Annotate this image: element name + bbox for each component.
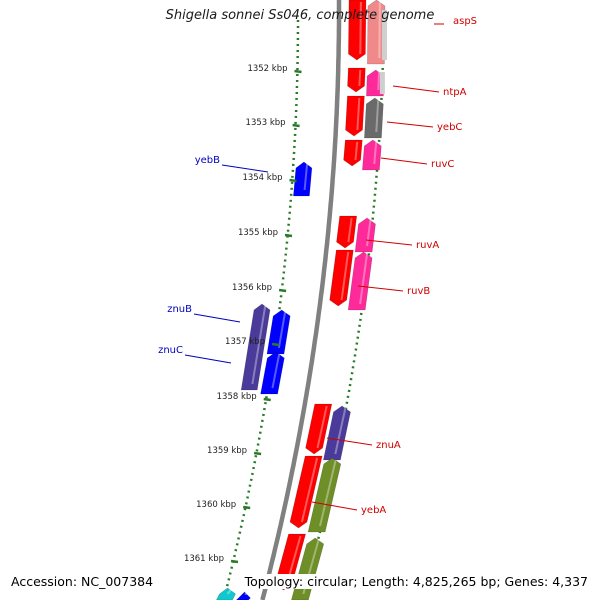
- gene-yebA-highlight: [300, 457, 319, 523]
- gene-yebC-partner: [364, 97, 384, 139]
- scale-tick-7: [253, 451, 262, 456]
- scale-label-6: 1358 kbp: [217, 392, 257, 402]
- gene-cyan-bottom-highlight: [226, 589, 232, 595]
- leader-ruvA: [365, 239, 413, 246]
- gene-yebA-partner: [307, 457, 342, 533]
- gene-ruvB-partner: [347, 251, 373, 311]
- gene-ruvA-partner: [354, 217, 376, 253]
- gene-yebC-highlight: [356, 97, 361, 131]
- gene-znuC: [260, 351, 285, 395]
- scale-label-3: 1355 kbp: [238, 228, 278, 238]
- gene-ruvC: [343, 139, 363, 167]
- gene-yebC: [345, 95, 365, 137]
- gene-ruvC-partner: [362, 139, 382, 171]
- scale-label-7: 1359 kbp: [207, 446, 247, 456]
- scale-tick-8: [243, 505, 251, 510]
- scale-label-0: 1352 kbp: [247, 64, 287, 74]
- gene-ntpA: [347, 67, 366, 93]
- scale-tick-1: [292, 123, 300, 128]
- accession-text: Accession: NC_007384: [9, 574, 156, 589]
- leader-znuC: [184, 354, 232, 364]
- gene-aspS-part2-highlight: [378, 1, 381, 59]
- gene-label-yebB: yebB: [195, 155, 220, 166]
- gene-ruvB-highlight: [340, 251, 350, 301]
- scale-tick-4: [278, 288, 287, 293]
- gene-znuA-partner: [323, 405, 351, 461]
- scale-label-9: 1361 kbp: [184, 554, 224, 564]
- scale-label-2: 1354 kbp: [242, 173, 282, 183]
- gene-label-ntpA: ntpA: [443, 87, 467, 98]
- leader-ntpA: [392, 85, 440, 93]
- scale-tick-0: [294, 69, 302, 74]
- gene-aspS-cap: [381, 10, 387, 60]
- gene-yebB: [293, 161, 313, 197]
- gene-label-yebA: yebA: [361, 505, 386, 516]
- gene-znuC-highlight: [271, 353, 281, 389]
- gene-znuA-partner-highlight: [334, 407, 347, 455]
- gene-znuB-highlight: [251, 305, 267, 385]
- gene-ruvB: [329, 249, 354, 307]
- gene-ruvB-partner-highlight: [359, 253, 368, 305]
- gene-aspS-part1: [348, 0, 367, 61]
- gene-yebA-partner-highlight: [319, 459, 337, 527]
- leader-ruvB: [357, 285, 404, 292]
- scale-tick-6: [263, 397, 271, 402]
- gene-label-aspS: aspS: [453, 16, 477, 27]
- scale-label-5: 1357 kbp: [225, 337, 265, 347]
- gene-label-yebC: yebC: [437, 122, 462, 133]
- leader-ruvC: [380, 157, 428, 165]
- genome-summary-text: Topology: circular; Length: 4,825,265 bp…: [242, 574, 590, 589]
- gene-znuB: [240, 303, 271, 391]
- gene-cyan-bottom: [216, 587, 236, 600]
- gene-label-znuA: znuA: [376, 440, 401, 451]
- gene-ruvC-partner-highlight: [373, 141, 378, 165]
- gene-ruvA-highlight: [347, 217, 353, 243]
- gene-label-znuC: znuC: [158, 345, 183, 356]
- gene-ruvA-partner-highlight: [366, 219, 372, 247]
- gene-ruvA: [336, 215, 358, 249]
- gene-ntpA-partner-highlight: [377, 71, 381, 91]
- page-title: Shigella sonnei Ss046, complete genome: [165, 8, 435, 23]
- leader-yebA: [311, 501, 358, 511]
- gene-yebB-highlight: [303, 163, 309, 191]
- inner-tick-ring: [222, 20, 300, 600]
- gene-aspS-part1-highlight: [359, 1, 362, 55]
- leader-znuA: [326, 437, 373, 446]
- scale-tick-5: [271, 342, 280, 347]
- gene-label-ruvC: ruvC: [431, 159, 454, 170]
- genome-backbone: [260, 0, 342, 600]
- gene-label-ruvB: ruvB: [407, 286, 430, 297]
- scale-label-4: 1356 kbp: [232, 283, 272, 293]
- gene-yebC-partner-highlight: [375, 99, 380, 133]
- gene-znuC-upper-highlight: [277, 311, 287, 349]
- gene-znuA-highlight: [316, 405, 328, 449]
- gene-znuA: [305, 403, 333, 455]
- gene-label-ruvA: ruvA: [416, 240, 439, 251]
- scale-label-1: 1353 kbp: [246, 118, 286, 128]
- scale-tick-2: [289, 178, 297, 183]
- leader-yebB: [221, 164, 269, 173]
- leader-znuB: [193, 313, 241, 323]
- gene-label-znuB: znuB: [167, 304, 192, 315]
- scale-tick-3: [284, 233, 293, 238]
- leader-yebC: [386, 121, 434, 128]
- scale-label-8: 1360 kbp: [196, 500, 236, 510]
- scale-tick-9: [230, 559, 239, 564]
- gene-ntpA-highlight: [358, 69, 362, 87]
- gene-ruvC-highlight: [354, 141, 359, 161]
- gene-yebA: [289, 455, 323, 529]
- gene-blue-bottom: [235, 591, 251, 600]
- gene-ntpA-cap: [379, 72, 385, 94]
